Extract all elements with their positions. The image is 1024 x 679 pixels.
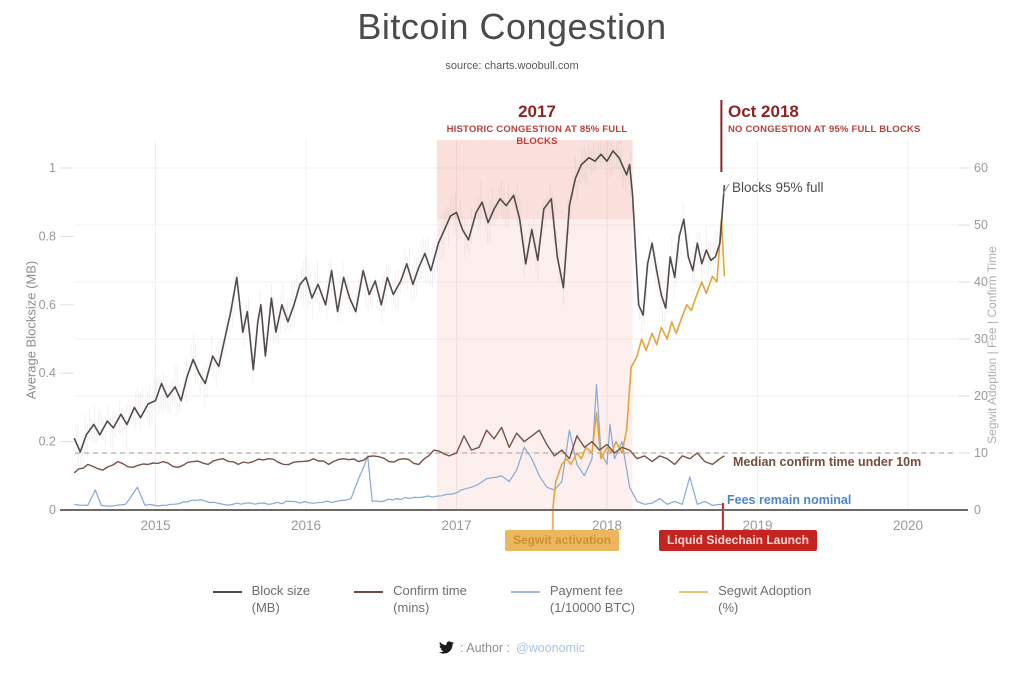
legend: Block size (MB) Confirm time (mins) Paym… bbox=[0, 583, 1024, 617]
legend-label-segwit-adoption-line1: Segwit Adoption bbox=[718, 583, 812, 598]
annotation-2017-congestion: 2017 HISTORIC CONGESTION AT 85% FULL BLO… bbox=[427, 101, 647, 148]
footer-author: : Author : @woonomic bbox=[0, 640, 1024, 655]
right-tick-label: 50 bbox=[974, 218, 988, 232]
series-line-block-size-mb bbox=[73, 150, 726, 453]
right-axis-label: Segwit Adoption | Fee | Confirm Time bbox=[985, 246, 999, 444]
page-title: Bitcoin Congestion bbox=[357, 6, 667, 47]
left-tick-label: 1 bbox=[49, 161, 56, 175]
annotation-2017-subtitle: HISTORIC CONGESTION AT 85% FULL BLOCKS bbox=[446, 124, 628, 148]
legend-swatch-segwit-adoption bbox=[679, 591, 709, 593]
legend-label-confirm-time-line1: Confirm time bbox=[393, 583, 467, 598]
twitter-icon bbox=[439, 641, 454, 654]
right-tick-label: 20 bbox=[974, 389, 988, 403]
legend-item-segwit-adoption: Segwit Adoption (%) bbox=[679, 583, 811, 617]
legend-swatch-block-size bbox=[212, 591, 242, 593]
author-handle-link[interactable]: @woonomic bbox=[516, 640, 585, 655]
x-tick-label: 2016 bbox=[291, 518, 321, 533]
event-label-segwit-activation: Segwit activation bbox=[505, 530, 620, 551]
author-prefix: : Author : bbox=[460, 640, 511, 655]
series-line-confirm-time-mins bbox=[73, 426, 725, 474]
x-tick-label: 2015 bbox=[140, 518, 170, 533]
annotation-median-confirm-time: Median confirm time under 10m bbox=[733, 455, 922, 469]
right-tick-label: 10 bbox=[974, 446, 988, 460]
right-tick-label: 0 bbox=[974, 503, 981, 517]
right-tick-label: 30 bbox=[974, 332, 988, 346]
x-tick-label: 2017 bbox=[441, 518, 471, 533]
legend-swatch-confirm-time bbox=[354, 591, 384, 593]
blocks-full-leader-line bbox=[722, 183, 730, 195]
left-axis-label: Average Blocksize (MB) bbox=[23, 260, 39, 400]
annotation-fees-nominal: Fees remain nominal bbox=[727, 493, 852, 507]
legend-label-payment-fee: Payment fee (1/10000 BTC) bbox=[550, 583, 635, 617]
legend-label-payment-fee-line2: (1/10000 BTC) bbox=[549, 599, 636, 615]
left-tick-label: 0.8 bbox=[39, 229, 56, 243]
left-tick-label: 0.6 bbox=[39, 298, 56, 312]
legend-label-block-size: Block size (MB) bbox=[252, 583, 311, 617]
annotation-2017-title: 2017 bbox=[518, 102, 556, 121]
series-line-segwit-adoption bbox=[552, 218, 726, 510]
annotation-oct-2018-subtitle: NO CONGESTION AT 95% FULL BLOCKS bbox=[728, 124, 921, 136]
left-tick-label: 0 bbox=[49, 503, 56, 517]
x-tick-label: 2020 bbox=[893, 518, 923, 533]
legend-label-block-size-line2: (MB) bbox=[251, 599, 280, 615]
legend-item-payment-fee: Payment fee (1/10000 BTC) bbox=[510, 583, 635, 617]
annotation-oct-2018: Oct 2018 NO CONGESTION AT 95% FULL BLOCK… bbox=[728, 101, 948, 136]
legend-swatch-payment-fee bbox=[510, 591, 540, 593]
series-line-payment-fee-1-10000-btc bbox=[74, 384, 725, 507]
x-tick-label: 2019 bbox=[742, 518, 772, 533]
legend-label-confirm-time-line2: (mins) bbox=[393, 599, 430, 615]
legend-item-confirm-time: Confirm time (mins) bbox=[354, 583, 467, 617]
x-tick-label: 2018 bbox=[592, 518, 622, 533]
left-tick-label: 0.4 bbox=[39, 366, 56, 380]
event-label-liquid-sidechain-launch: Liquid Sidechain Launch bbox=[659, 530, 818, 551]
source-caption: source: charts.woobull.com bbox=[445, 60, 579, 72]
annotation-blocks-95-full: Blocks 95% full bbox=[732, 180, 824, 195]
left-tick-label: 0.2 bbox=[39, 435, 56, 449]
legend-label-confirm-time: Confirm time (mins) bbox=[393, 583, 467, 617]
right-tick-label: 40 bbox=[974, 275, 988, 289]
legend-label-payment-fee-line1: Payment fee bbox=[549, 583, 623, 598]
legend-label-block-size-line1: Block size bbox=[251, 583, 311, 598]
legend-item-block-size: Block size (MB) bbox=[212, 583, 311, 617]
legend-label-segwit-adoption-line2: (%) bbox=[718, 599, 739, 615]
right-tick-label: 60 bbox=[974, 161, 988, 175]
legend-label-segwit-adoption: Segwit Adoption (%) bbox=[718, 583, 811, 617]
congestion-85pct-band bbox=[436, 140, 633, 220]
annotation-oct-2018-title: Oct 2018 bbox=[728, 102, 799, 121]
